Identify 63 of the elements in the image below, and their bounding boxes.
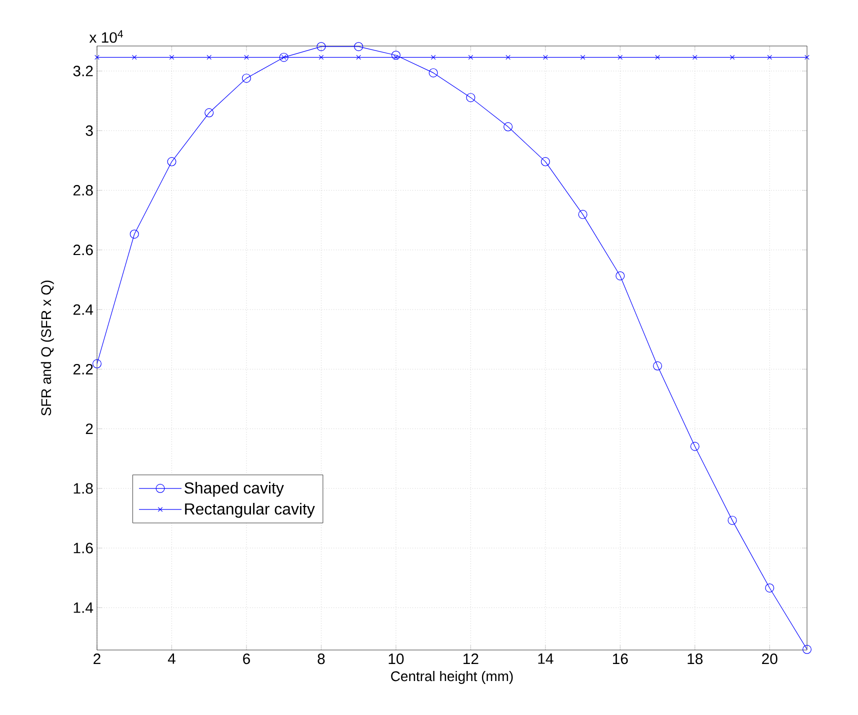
point [169, 54, 174, 60]
point [653, 361, 662, 370]
point [804, 54, 810, 60]
point [767, 54, 772, 60]
y-tick-label: 2.6 [73, 244, 93, 256]
point [540, 157, 550, 166]
point [802, 644, 812, 654]
point [504, 122, 513, 132]
point [279, 52, 288, 62]
point [506, 54, 510, 60]
point [466, 93, 476, 102]
point [616, 271, 625, 280]
point [132, 54, 137, 60]
point [92, 359, 102, 368]
x-tick-label: 16 [612, 654, 628, 664]
point [730, 54, 735, 60]
y-tick-label: 2.2 [73, 364, 93, 374]
point [206, 54, 212, 60]
point [655, 54, 660, 60]
legend-label: Rectangular cavity [185, 502, 315, 518]
point [578, 210, 588, 219]
point [94, 54, 100, 60]
point [204, 108, 214, 118]
point [692, 54, 698, 60]
y-tick-label: 1.4 [74, 602, 94, 613]
point [391, 50, 400, 60]
point [242, 74, 251, 83]
x-axis-title: Central height (mm) [391, 670, 513, 684]
x-tick-label: 6 [243, 654, 250, 664]
point [765, 583, 774, 592]
y-tick-label: 1.6 [74, 542, 93, 554]
point [318, 54, 324, 60]
y-axis-title: SFR and Q (SFR x Q) [40, 280, 54, 416]
point [430, 54, 436, 60]
point [130, 230, 139, 239]
x-tick-label: 14 [538, 654, 554, 664]
point [356, 54, 362, 60]
x-tick-label: 8 [318, 654, 325, 664]
point [618, 54, 623, 60]
point [428, 68, 438, 78]
point [728, 516, 737, 525]
point [244, 54, 249, 60]
text: x 10$^{4}$ [89, 30, 123, 43]
point [316, 42, 326, 52]
y-tick-label: 3.2 [73, 66, 93, 76]
x-tick-label: 12 [464, 654, 478, 664]
point [354, 42, 364, 52]
y-tick-label: 3 [86, 125, 93, 136]
y-tick-label: 2.4 [73, 304, 94, 315]
x-tick-label: 10 [388, 654, 404, 664]
point [580, 54, 586, 60]
point [468, 54, 474, 60]
legend-label: Shaped cavity [184, 482, 284, 497]
x-tick-label: 2 [94, 654, 100, 664]
point [690, 442, 700, 451]
y-tick-label: 1.8 [74, 483, 93, 494]
x-tick-label: 4 [168, 654, 176, 664]
point [543, 54, 548, 60]
x-tick-label: 18 [688, 654, 703, 664]
y-tick-label: 2.8 [73, 184, 93, 196]
point [167, 157, 176, 166]
y-tick-label: 2 [86, 424, 93, 434]
x-tick-label: 20 [762, 654, 778, 664]
